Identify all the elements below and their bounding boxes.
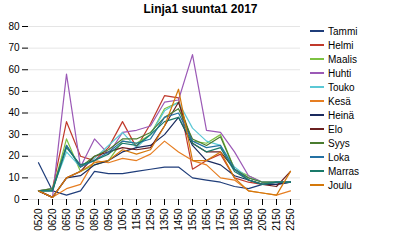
html-text:Maalis: Maalis (328, 53, 357, 65)
html-text:Loka: Loka (328, 151, 350, 163)
svg-text:1350: 1350 (159, 208, 170, 231)
svg-text:1550: 1550 (187, 208, 198, 231)
svg-text:0520: 0520 (33, 208, 44, 231)
svg-text:1850: 1850 (229, 208, 240, 231)
html-text:Touko: Touko (328, 81, 355, 93)
svg-text:1250: 1250 (145, 208, 156, 231)
svg-text:0620: 0620 (47, 208, 58, 231)
html-text:Kesä: Kesä (328, 95, 351, 107)
html-text:Heinä: Heinä (328, 109, 355, 121)
svg-text:1650: 1650 (201, 208, 212, 231)
svg-text:2250: 2250 (285, 208, 296, 231)
svg-text:0: 0 (14, 194, 20, 205)
svg-text:1950: 1950 (243, 208, 254, 231)
svg-text:2150: 2150 (271, 208, 282, 231)
svg-text:70: 70 (8, 42, 20, 53)
svg-text:1050: 1050 (117, 208, 128, 231)
svg-text:0950: 0950 (103, 208, 114, 231)
html-text:Elo: Elo (328, 123, 343, 135)
html-text:Huhti: Huhti (328, 67, 352, 79)
html-text:Syys: Syys (328, 137, 350, 149)
svg-text:50: 50 (8, 86, 20, 97)
svg-text:40: 40 (8, 107, 20, 118)
svg-text:20: 20 (8, 150, 20, 161)
html-text:Tammi: Tammi (328, 25, 358, 37)
svg-text:80: 80 (8, 21, 20, 32)
svg-text:0650: 0650 (61, 208, 72, 231)
html-text:Marras: Marras (328, 165, 360, 177)
svg-text:30: 30 (8, 129, 20, 140)
html-text:Linja1 suunta1 2017: Linja1 suunta1 2017 (143, 2, 258, 16)
svg-text:1450: 1450 (173, 208, 184, 231)
svg-text:1750: 1750 (215, 208, 226, 231)
svg-text:0850: 0850 (89, 208, 100, 231)
html-text:Helmi: Helmi (328, 39, 354, 51)
svg-text:0750: 0750 (75, 208, 86, 231)
svg-text:10: 10 (8, 172, 20, 183)
svg-text:60: 60 (8, 64, 20, 75)
html-text:Joulu: Joulu (328, 179, 352, 191)
svg-text:2050: 2050 (257, 208, 268, 231)
svg-text:1150: 1150 (131, 208, 142, 230)
